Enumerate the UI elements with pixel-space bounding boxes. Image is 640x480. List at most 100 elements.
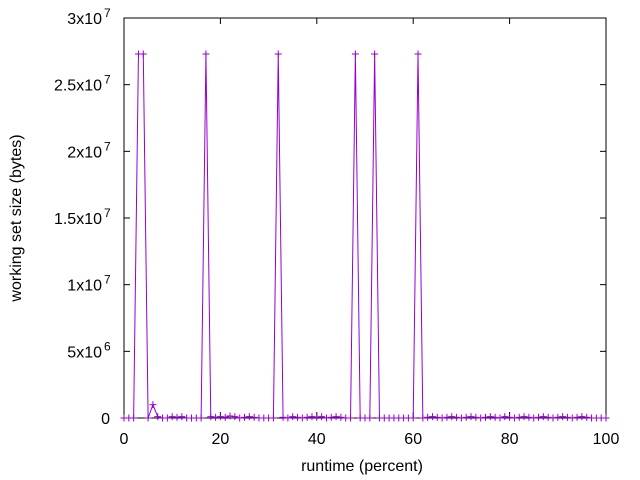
y-tick-label: 2.5x10 (54, 78, 102, 95)
y-tick-exponent: 7 (104, 6, 111, 20)
data-point (173, 413, 181, 421)
y-tick-label: 5x10 (67, 344, 102, 361)
data-point (486, 413, 494, 421)
y-tick-label: 1.5x10 (54, 211, 102, 228)
data-point (322, 414, 330, 422)
x-tick-label: 0 (120, 431, 129, 448)
data-point (231, 413, 239, 421)
data-point (202, 50, 210, 58)
data-point (337, 413, 345, 421)
x-axis-ticks: 0 20 40 60 80 100 (120, 18, 620, 448)
data-point (303, 413, 311, 421)
x-axis-label: runtime (percent) (301, 458, 423, 475)
x-tick-label: 80 (501, 431, 519, 448)
data-point (544, 413, 552, 421)
data-point (274, 50, 282, 58)
data-point (313, 413, 321, 421)
data-point (443, 413, 451, 421)
data-point (409, 414, 417, 422)
data-point (269, 414, 277, 422)
data-point (294, 413, 302, 421)
data-point (250, 413, 258, 421)
x-tick-label: 40 (308, 431, 326, 448)
data-point (515, 413, 523, 421)
x-tick-label: 100 (593, 431, 620, 448)
data-point (573, 413, 581, 421)
data-point (308, 413, 316, 421)
data-point (530, 414, 538, 422)
plot-frame (123, 17, 607, 419)
data-point (535, 413, 543, 421)
data-point (477, 414, 485, 422)
data-point (149, 401, 157, 409)
data-point (327, 413, 335, 421)
data-point (284, 414, 292, 422)
data-point (139, 50, 147, 58)
data-point (371, 50, 379, 58)
data-point (525, 413, 533, 421)
data-point (428, 413, 436, 421)
data-point (154, 413, 162, 421)
y-tick-exponent: 7 (104, 73, 111, 87)
data-point (216, 413, 224, 421)
data-point (433, 413, 441, 421)
data-point (351, 50, 359, 58)
data-point (144, 414, 152, 422)
data-point (491, 413, 499, 421)
data-point (332, 413, 340, 421)
data-point (583, 413, 591, 421)
data-point (298, 414, 306, 422)
series-layer (120, 50, 610, 422)
data-point (482, 413, 489, 421)
data-point (163, 414, 171, 422)
y-tick-exponent: 7 (104, 273, 111, 287)
data-point (568, 414, 576, 422)
data-point (226, 412, 234, 420)
data-point (554, 413, 562, 421)
series-line (124, 53, 606, 419)
y-tick-exponent: 6 (104, 339, 111, 353)
data-point (197, 414, 205, 422)
x-tick-label: 60 (404, 431, 422, 448)
data-point (212, 413, 220, 421)
data-point (424, 413, 432, 421)
data-point (279, 413, 287, 421)
data-point (241, 413, 248, 421)
x-tick-label: 20 (212, 431, 230, 448)
data-point (457, 414, 465, 422)
y-tick-exponent: 7 (104, 206, 111, 220)
y-tick-exponent: 7 (104, 139, 111, 153)
data-point (168, 413, 176, 421)
y-tick-label: 3x10 (67, 11, 102, 28)
data-point (448, 413, 456, 421)
data-point (520, 413, 528, 421)
data-point (236, 414, 244, 422)
data-point (510, 414, 518, 422)
y-tick-label: 1x10 (67, 278, 102, 295)
y-tick-label: 0 (101, 411, 110, 428)
data-point (549, 414, 557, 422)
data-point (366, 414, 374, 422)
data-point (178, 413, 186, 421)
data-point (438, 414, 446, 422)
data-point (462, 413, 470, 421)
data-point (414, 50, 422, 58)
data-point (578, 413, 586, 421)
data-point (496, 414, 504, 422)
data-point (419, 414, 427, 422)
data-point (559, 413, 567, 421)
data-point (221, 413, 229, 421)
data-point (501, 413, 509, 421)
data-point (506, 413, 514, 421)
y-axis-label: working set size (bytes) (8, 134, 25, 302)
data-point (347, 414, 355, 422)
data-point (467, 413, 475, 421)
data-point (472, 413, 480, 421)
data-point (289, 413, 297, 421)
data-point (563, 413, 571, 421)
data-point (130, 414, 138, 422)
data-point (539, 413, 547, 421)
data-point (453, 413, 461, 421)
